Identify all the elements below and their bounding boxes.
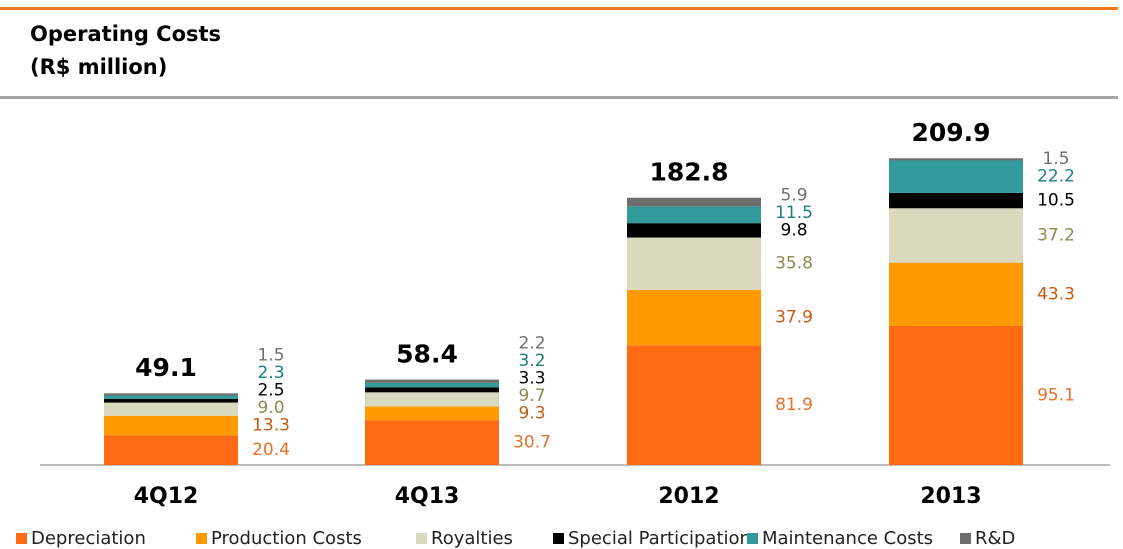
bar-segment [104,393,238,396]
value-label: 95.1 [1037,385,1075,405]
bar-segment [104,415,238,436]
bar-segment [889,325,1023,465]
value-label: 22.2 [1037,167,1075,187]
bar-segment [889,192,1023,209]
header-rule [0,96,1118,99]
total-label: 182.8 [649,158,728,187]
legend-swatch [960,533,971,544]
value-label: 9.0 [257,398,284,418]
legend-label: Special Participation [568,528,751,549]
value-label: 20.4 [252,440,290,460]
bar-segment [365,392,499,407]
bar-segment [627,237,761,290]
bar-segment [627,197,761,207]
legend-label: Depreciation [31,528,146,549]
bar-segment [889,262,1023,326]
bar-segment [627,289,761,346]
legend-swatch [416,533,427,544]
chart-subtitle: (R$ million) [30,55,167,79]
bar-segment [104,398,238,403]
bar-segment [889,208,1023,263]
bar-segment [889,158,1023,161]
value-label: 11.5 [775,203,813,223]
value-label: 5.9 [780,185,807,205]
bar-segment [627,345,761,465]
value-label: 43.3 [1037,284,1075,304]
bar-segment [365,379,499,383]
value-label: 13.3 [252,415,290,435]
bar-segment [365,382,499,388]
bar-segment [365,406,499,421]
bar-segment [889,160,1023,193]
bar-segment [627,206,761,224]
bar-segment [104,435,238,465]
legend-swatch [196,533,207,544]
value-label: 81.9 [775,395,813,415]
x-tick-label: 4Q12 [134,484,199,509]
bar-segment [365,420,499,465]
x-tick-label: 4Q13 [395,484,460,509]
value-label: 2.3 [257,363,284,383]
value-label: 9.3 [518,403,545,423]
value-label: 37.9 [775,308,813,328]
bar-segment [104,402,238,416]
value-label: 1.5 [257,345,284,365]
legend-swatch [553,533,564,544]
legend-label: Production Costs [211,528,362,549]
legend-swatch [747,533,758,544]
value-label: 9.8 [780,220,807,240]
legend-label: R&D [975,528,1015,549]
chart-title: Operating Costs [30,22,221,46]
value-label: 37.2 [1037,225,1075,245]
value-label: 2.2 [518,333,545,353]
legend-label: Royalties [431,528,513,549]
top-rule [0,7,1118,10]
value-label: 1.5 [1042,149,1069,169]
value-label: 3.2 [518,351,545,371]
bar-segment [104,395,238,399]
x-tick-label: 2013 [920,484,981,509]
legend-label: Maintenance Costs [762,528,933,549]
value-label: 2.5 [257,380,284,400]
value-label: 9.7 [518,386,545,406]
value-label: 30.7 [513,433,551,453]
value-label: 35.8 [775,254,813,274]
x-tick-label: 2012 [658,484,719,509]
total-label: 209.9 [911,118,990,147]
value-label: 3.3 [518,368,545,388]
legend-swatch [16,533,27,544]
bar-segment [627,223,761,238]
bar-segment [365,387,499,393]
value-label: 10.5 [1037,191,1075,211]
total-label: 58.4 [396,340,458,369]
total-label: 49.1 [135,353,197,382]
